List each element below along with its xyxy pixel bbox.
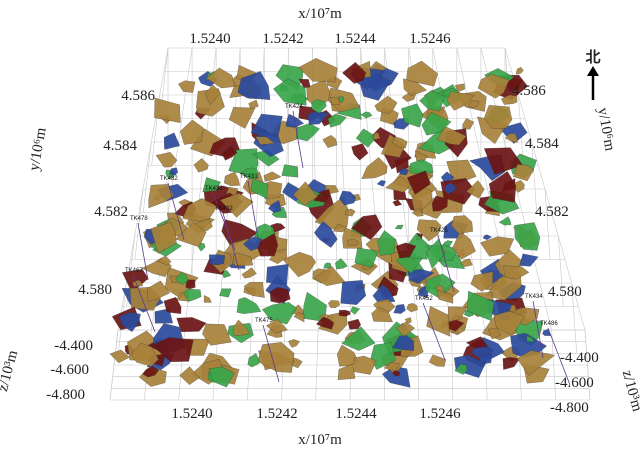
well-label: TK478 bbox=[130, 216, 148, 222]
y-tick-label: 4.580 bbox=[548, 284, 582, 300]
well-label: TK424 bbox=[285, 104, 303, 110]
fracture-plane bbox=[345, 209, 355, 216]
fracture-plane bbox=[266, 264, 288, 285]
fracture-plane bbox=[330, 98, 339, 105]
x-tick-label: 1.5242 bbox=[262, 31, 303, 47]
fracture-plane bbox=[237, 297, 261, 313]
fracture-plane bbox=[209, 255, 225, 265]
well-label: TK433 bbox=[205, 186, 223, 192]
fracture-plane bbox=[194, 158, 209, 172]
fracture-plane bbox=[515, 223, 541, 251]
north-arrowhead bbox=[587, 66, 599, 76]
fracture-plane bbox=[463, 118, 474, 129]
y-tick-label: 4.582 bbox=[94, 204, 128, 220]
fracture-plane bbox=[341, 280, 366, 304]
y-tick-label: 4.584 bbox=[103, 138, 137, 154]
fracture-plane bbox=[516, 67, 523, 74]
fracture-plane bbox=[339, 310, 350, 316]
fracture-planes bbox=[110, 58, 555, 387]
fracture-plane bbox=[264, 172, 281, 182]
well-label: TK452 bbox=[415, 296, 433, 302]
fracture-plane bbox=[361, 112, 372, 118]
grid-line bbox=[135, 189, 143, 259]
y-tick-label: 4.586 bbox=[512, 83, 546, 99]
well-label: TK475 bbox=[255, 318, 273, 324]
north-label: 北 bbox=[585, 48, 600, 66]
x-axis-title: x/10⁷m bbox=[298, 6, 342, 22]
y-tick-label: 4.584 bbox=[525, 136, 559, 152]
fracture-plane bbox=[258, 342, 295, 372]
fracture-plane bbox=[282, 165, 298, 178]
fracture-plane bbox=[249, 100, 259, 109]
grid-line bbox=[545, 189, 550, 259]
y-tick-label: 4.586 bbox=[121, 88, 155, 104]
fracture-plane bbox=[352, 144, 369, 161]
z-tick-label: -4.600 bbox=[50, 362, 89, 378]
z-tick-label: -4.400 bbox=[560, 350, 599, 366]
fracture-plane bbox=[323, 135, 337, 147]
z-axis-title: z/10³m bbox=[619, 369, 641, 414]
fracture-plane bbox=[178, 81, 195, 93]
well-label: TK482 bbox=[160, 176, 178, 182]
y-axis-title: y/10⁶m bbox=[26, 126, 49, 172]
x-tick-label: 1.5242 bbox=[256, 406, 297, 422]
x-tick-label: 1.5240 bbox=[171, 406, 212, 422]
fracture-plane bbox=[224, 172, 240, 186]
fracture-plane bbox=[164, 133, 180, 150]
fracture-plane bbox=[395, 225, 403, 229]
fracture-plane bbox=[204, 295, 211, 302]
fracture-plane bbox=[154, 98, 180, 123]
fracture-3d-view: TK478 TK482 TK433 TK431 TK432 TK467 TK424 TK475… bbox=[0, 0, 641, 457]
y-tick-label: 4.580 bbox=[78, 282, 112, 298]
grid-line bbox=[532, 142, 537, 212]
fracture-plane bbox=[299, 58, 338, 82]
fracture-plane bbox=[394, 304, 406, 313]
fracture-plane bbox=[251, 179, 268, 199]
well-label: TK486 bbox=[540, 321, 558, 327]
x-tick-label: 1.5246 bbox=[409, 31, 451, 47]
x-tick-label: 1.5244 bbox=[334, 31, 376, 47]
fracture-plane bbox=[378, 231, 396, 256]
x-tick-label: 1.5244 bbox=[335, 406, 377, 422]
well-label: TK434 bbox=[525, 294, 543, 300]
fracture-plane bbox=[503, 266, 529, 280]
fracture-plane bbox=[393, 200, 402, 206]
fracture-plane bbox=[348, 319, 361, 329]
y-tick-label: 4.582 bbox=[535, 204, 569, 220]
z-axis-title: z/10³m bbox=[0, 348, 21, 393]
fracture-plane bbox=[180, 367, 200, 385]
fracture-plane bbox=[229, 107, 255, 128]
z-tick-label: -4.600 bbox=[555, 375, 594, 391]
fracture-plane bbox=[335, 259, 347, 270]
x-tick-label: 1.5246 bbox=[419, 406, 461, 422]
fracture-plane bbox=[503, 357, 520, 369]
fracture-plane bbox=[296, 124, 319, 142]
y-axis-title: y/10⁶m bbox=[594, 106, 617, 152]
x-tick-label: 1.5240 bbox=[189, 31, 230, 47]
fracture-plane bbox=[177, 317, 207, 331]
fracture-plane bbox=[483, 235, 491, 240]
z-tick-label: -4.800 bbox=[550, 400, 589, 416]
fracture-plane bbox=[324, 263, 331, 269]
fracture-plane bbox=[288, 339, 299, 347]
fracture-plane bbox=[169, 168, 177, 175]
z-tick-label: -4.400 bbox=[54, 338, 93, 354]
fracture-plane bbox=[180, 120, 203, 145]
fracture-plane bbox=[351, 307, 360, 315]
z-tick-label: -4.800 bbox=[46, 387, 85, 403]
x-axis-title: x/10⁷m bbox=[298, 432, 342, 448]
fracture-plane bbox=[156, 152, 177, 167]
fracture-plane bbox=[362, 157, 388, 178]
well-label: TK425 bbox=[430, 228, 448, 234]
well-label: TK432 bbox=[215, 206, 233, 212]
fracture-plane bbox=[244, 282, 265, 297]
well-label: TK431 bbox=[240, 174, 258, 180]
well-label: TK467 bbox=[125, 268, 143, 274]
fracture-plane bbox=[149, 184, 174, 208]
